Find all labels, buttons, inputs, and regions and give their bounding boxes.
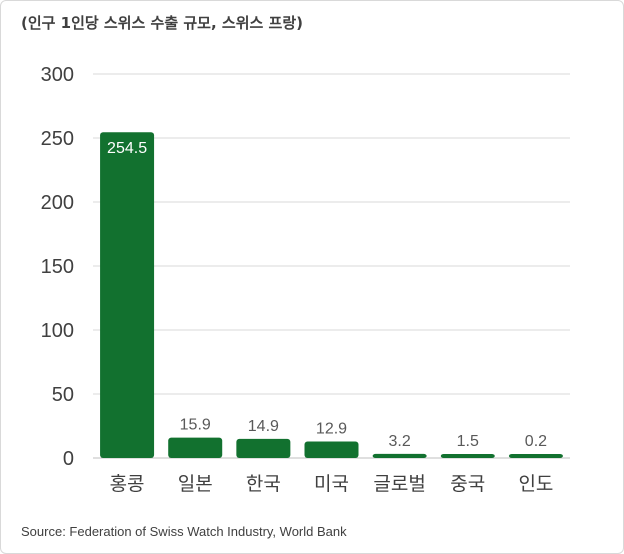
y-tick-label: 200 [41,192,74,214]
source-note: Source: Federation of Swiss Watch Indust… [21,524,347,539]
data-label: 3.2 [389,433,411,450]
data-label: 0.2 [525,433,547,450]
data-label: 12.9 [316,420,347,437]
data-label: 1.5 [457,433,479,450]
bar [168,437,223,458]
x-tick-label: 홍콩 [110,473,145,495]
x-tick-label: 한국 [246,473,281,495]
bars [100,132,563,459]
labels: 0 50 100 150 200 250 300 254.5 홍콩 15.9 일본 14.9 한국 12.… [41,64,554,495]
x-tick-label: 글로벌 [373,473,425,495]
y-tick-label: 150 [41,256,74,278]
chart-title: (인구 1인당 스위스 수출 규모, 스위스 프랑) [21,14,303,32]
bar [100,132,155,459]
x-tick-label: 인도 [518,473,553,495]
x-tick-label: 중국 [450,473,485,495]
y-tick-label: 100 [41,320,74,342]
x-tick-label: 미국 [314,473,349,495]
bar [304,441,359,458]
bar [508,454,563,458]
data-label: 14.9 [248,418,279,435]
y-tick-label: 300 [41,64,74,86]
data-label: 15.9 [180,417,211,434]
x-tick-label: 일본 [178,473,213,495]
y-tick-label: 0 [63,448,74,470]
bar [440,454,495,458]
y-tick-label: 50 [52,384,74,406]
y-tick-label: 250 [41,128,74,150]
gridlines [93,73,570,459]
bar [236,438,291,458]
bar [372,453,427,458]
data-label: 254.5 [107,140,147,157]
